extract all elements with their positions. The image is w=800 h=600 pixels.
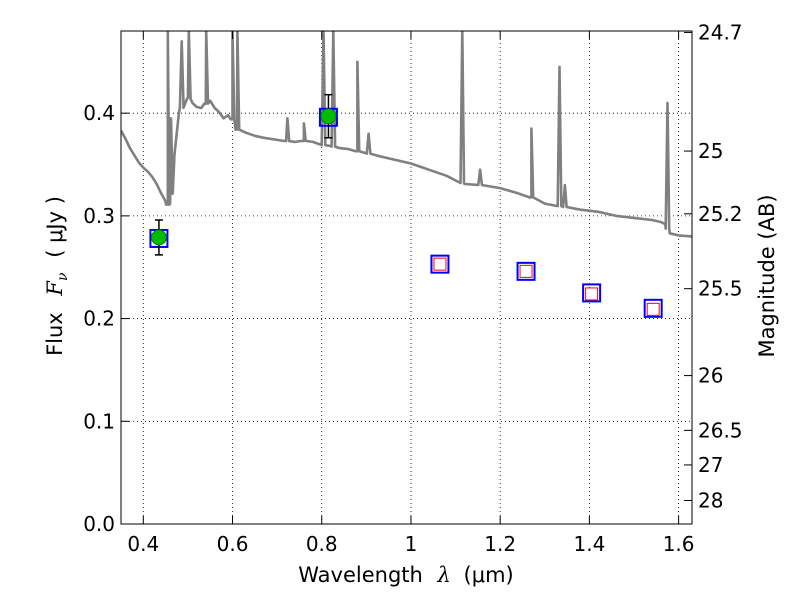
y2-tick-label: 28 bbox=[698, 488, 723, 512]
grid bbox=[121, 31, 692, 525]
y-tick-label: 0.0 bbox=[83, 512, 115, 536]
y-axis-label: Flux Fν ( μJy ) bbox=[43, 196, 72, 356]
detection-point bbox=[320, 108, 337, 125]
y2-tick-label: 24.7 bbox=[698, 20, 743, 44]
x-tick-label: 0.4 bbox=[127, 532, 159, 556]
plot-frame bbox=[120, 30, 693, 525]
model-box bbox=[582, 283, 602, 303]
spectrum-line bbox=[121, 31, 692, 238]
model-box bbox=[430, 254, 450, 274]
spectrum-layer bbox=[121, 31, 692, 238]
upper-limit-point bbox=[585, 287, 599, 301]
upper-limit-point bbox=[646, 302, 660, 316]
x-tick-label: 0.6 bbox=[217, 532, 249, 556]
y-tick-label: 0.4 bbox=[83, 101, 115, 125]
detection-point bbox=[151, 229, 167, 246]
photometry-layer bbox=[149, 93, 663, 318]
y2-tick-label: 25.5 bbox=[698, 277, 743, 301]
ticks: 0.4 0.6 0.8 1 1.2 1.4 1.6 0.0 0.1 0.2 0.3 0.4 24.7 25… bbox=[83, 20, 742, 556]
y2-tick-label: 25 bbox=[698, 139, 723, 163]
model-box bbox=[643, 298, 663, 318]
x-tick-label: 0.8 bbox=[306, 532, 338, 556]
y-tick-label: 0.3 bbox=[83, 204, 115, 228]
upper-limit-point bbox=[433, 257, 447, 271]
x-tick-label: 1.6 bbox=[663, 532, 695, 556]
y2-axis-label: Magnitude (AB) bbox=[755, 194, 779, 357]
x-tick-label: 1 bbox=[405, 532, 418, 556]
y2-tick-label: 26.5 bbox=[698, 418, 743, 442]
upper-limit-point bbox=[519, 264, 533, 278]
x-tick-label: 1.2 bbox=[484, 532, 516, 556]
model-box bbox=[516, 261, 536, 281]
y-tick-label: 0.2 bbox=[83, 307, 115, 331]
y2-tick-label: 26 bbox=[698, 364, 723, 388]
x-axis-label: Wavelength λ (μm) bbox=[298, 563, 513, 587]
y-tick-label: 0.1 bbox=[83, 409, 115, 433]
x-tick-label: 1.4 bbox=[573, 532, 605, 556]
y2-tick-label: 25.2 bbox=[698, 202, 743, 226]
y2-tick-label: 27 bbox=[698, 453, 723, 477]
